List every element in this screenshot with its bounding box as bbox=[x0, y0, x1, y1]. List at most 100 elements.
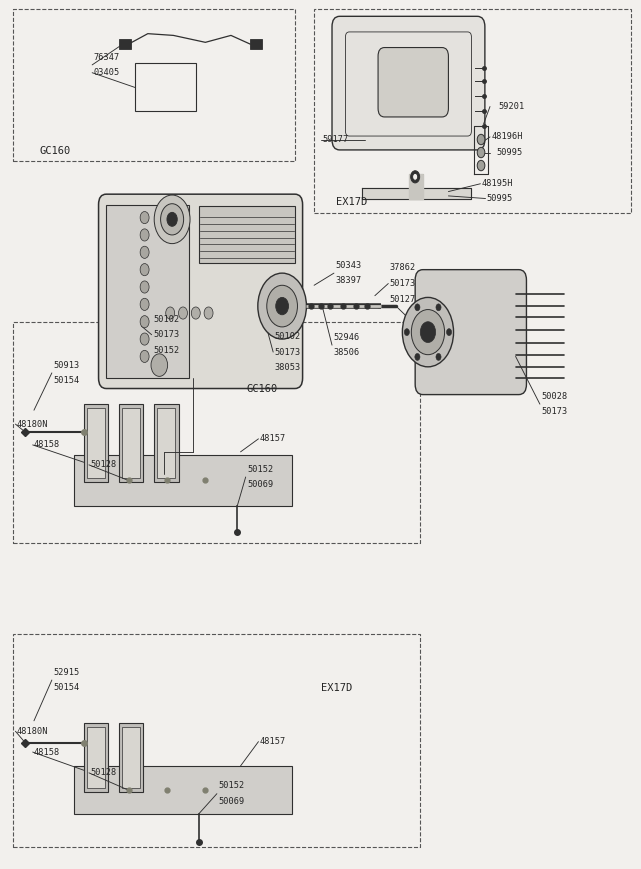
Text: 50127: 50127 bbox=[390, 295, 416, 303]
Circle shape bbox=[204, 307, 213, 319]
Text: 48195H: 48195H bbox=[481, 179, 513, 189]
Text: 50102: 50102 bbox=[153, 315, 179, 323]
Text: 48196H: 48196H bbox=[491, 132, 523, 142]
Polygon shape bbox=[362, 188, 470, 198]
Circle shape bbox=[267, 285, 297, 327]
Text: 50913: 50913 bbox=[53, 361, 79, 369]
Text: 03405: 03405 bbox=[94, 68, 120, 77]
Text: 50154: 50154 bbox=[53, 683, 79, 693]
Circle shape bbox=[154, 195, 190, 243]
Bar bbox=[87, 408, 105, 478]
Bar bbox=[122, 408, 140, 478]
Bar bbox=[154, 404, 178, 482]
Bar bbox=[74, 455, 292, 506]
Text: 38397: 38397 bbox=[335, 276, 362, 285]
Bar bbox=[13, 634, 420, 846]
Text: 52946: 52946 bbox=[333, 333, 360, 342]
Text: 50128: 50128 bbox=[90, 461, 117, 469]
Circle shape bbox=[140, 263, 149, 275]
Bar bbox=[106, 204, 189, 378]
Circle shape bbox=[477, 161, 485, 170]
Circle shape bbox=[404, 328, 410, 335]
Bar bbox=[250, 39, 262, 50]
Text: 50173: 50173 bbox=[274, 348, 301, 356]
Text: 50028: 50028 bbox=[541, 392, 567, 401]
Circle shape bbox=[140, 211, 149, 223]
Circle shape bbox=[140, 315, 149, 328]
Text: 50995: 50995 bbox=[496, 148, 522, 157]
Bar bbox=[119, 39, 131, 50]
Text: 52915: 52915 bbox=[53, 667, 79, 677]
Text: 76347: 76347 bbox=[94, 53, 120, 62]
Text: 50128: 50128 bbox=[90, 768, 117, 778]
Text: 50152: 50152 bbox=[153, 346, 179, 355]
Bar bbox=[13, 10, 295, 162]
Circle shape bbox=[140, 281, 149, 293]
Bar bbox=[135, 63, 196, 111]
FancyBboxPatch shape bbox=[415, 269, 526, 395]
Text: GC160: GC160 bbox=[247, 383, 278, 394]
Bar bbox=[119, 404, 144, 482]
Circle shape bbox=[477, 135, 485, 145]
Circle shape bbox=[436, 354, 441, 361]
Bar bbox=[87, 726, 105, 787]
Circle shape bbox=[166, 307, 174, 319]
Circle shape bbox=[258, 273, 306, 339]
Text: EX17D: EX17D bbox=[320, 683, 352, 693]
Text: 48158: 48158 bbox=[34, 441, 60, 449]
Text: 50173: 50173 bbox=[541, 408, 567, 416]
Circle shape bbox=[477, 148, 485, 158]
Text: GC160: GC160 bbox=[39, 146, 71, 156]
Circle shape bbox=[415, 304, 420, 311]
FancyBboxPatch shape bbox=[99, 194, 303, 388]
Circle shape bbox=[412, 309, 445, 355]
Text: 50152: 50152 bbox=[247, 465, 273, 474]
Text: 50343: 50343 bbox=[335, 261, 362, 269]
Text: 38506: 38506 bbox=[333, 348, 360, 357]
Text: 50069: 50069 bbox=[218, 797, 244, 806]
Text: 48157: 48157 bbox=[260, 434, 286, 443]
Text: 59201: 59201 bbox=[498, 102, 524, 111]
Circle shape bbox=[420, 322, 436, 342]
Bar bbox=[84, 722, 108, 792]
Circle shape bbox=[191, 307, 200, 319]
Text: 50069: 50069 bbox=[247, 481, 273, 489]
Polygon shape bbox=[409, 174, 423, 198]
Text: 50102: 50102 bbox=[274, 332, 301, 341]
Circle shape bbox=[413, 173, 418, 180]
Text: 48180N: 48180N bbox=[17, 726, 48, 736]
Text: 48180N: 48180N bbox=[17, 420, 48, 428]
Text: 37862: 37862 bbox=[390, 263, 416, 272]
Circle shape bbox=[140, 333, 149, 345]
Circle shape bbox=[403, 297, 454, 367]
Bar bbox=[122, 726, 140, 787]
Circle shape bbox=[436, 304, 441, 311]
Bar bbox=[84, 404, 108, 482]
Circle shape bbox=[140, 298, 149, 310]
Circle shape bbox=[140, 246, 149, 258]
Bar bbox=[74, 766, 292, 813]
Text: 50173: 50173 bbox=[390, 279, 416, 288]
Bar bbox=[13, 322, 420, 543]
Text: 48158: 48158 bbox=[34, 747, 60, 757]
Circle shape bbox=[411, 170, 420, 182]
Circle shape bbox=[140, 350, 149, 362]
FancyBboxPatch shape bbox=[378, 48, 449, 117]
Circle shape bbox=[167, 212, 177, 226]
Text: 50173: 50173 bbox=[153, 330, 179, 339]
Text: 59177: 59177 bbox=[322, 135, 349, 144]
Circle shape bbox=[415, 354, 420, 361]
Circle shape bbox=[447, 328, 452, 335]
Circle shape bbox=[276, 297, 288, 315]
Circle shape bbox=[151, 354, 168, 376]
Circle shape bbox=[140, 229, 149, 241]
Text: 38053: 38053 bbox=[274, 363, 301, 372]
Circle shape bbox=[178, 307, 187, 319]
Text: EX17D: EX17D bbox=[337, 197, 368, 207]
Circle shape bbox=[161, 203, 183, 235]
FancyBboxPatch shape bbox=[332, 17, 485, 150]
Bar bbox=[158, 408, 175, 478]
Bar bbox=[199, 206, 295, 262]
Text: 50995: 50995 bbox=[487, 194, 513, 203]
Text: 48157: 48157 bbox=[260, 737, 286, 746]
